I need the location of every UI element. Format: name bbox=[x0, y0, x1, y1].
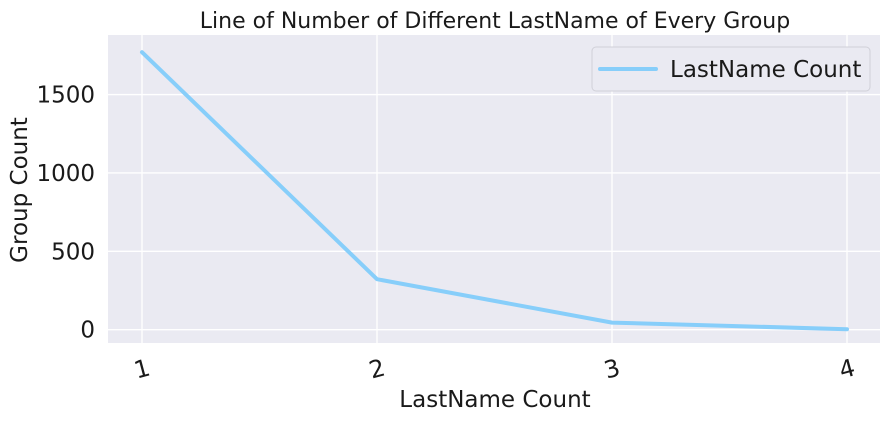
y-axis-label: Group Count bbox=[7, 117, 33, 263]
y-tick-labels: 0 500 1000 1500 bbox=[36, 83, 95, 344]
x-tick-label: 1 bbox=[131, 353, 153, 384]
x-tick-label: 2 bbox=[366, 353, 388, 384]
y-tick-label: 1000 bbox=[36, 161, 95, 187]
y-tick-label: 500 bbox=[51, 239, 95, 265]
x-tick-label: 3 bbox=[601, 353, 623, 384]
y-tick-label: 0 bbox=[80, 318, 95, 344]
y-tick-label: 1500 bbox=[36, 83, 95, 109]
chart-title: Line of Number of Different LastName of … bbox=[200, 9, 790, 34]
x-tick-labels: 1 2 3 4 bbox=[131, 353, 858, 384]
series-line bbox=[140, 50, 849, 332]
legend: LastName Count bbox=[591, 46, 871, 92]
legend-label: LastName Count bbox=[670, 57, 861, 83]
x-tick-label: 4 bbox=[836, 353, 858, 384]
x-axis-label: LastName Count bbox=[399, 387, 590, 413]
series-layer bbox=[140, 50, 849, 332]
legend-box bbox=[591, 46, 871, 92]
y-gridlines bbox=[108, 93, 880, 331]
